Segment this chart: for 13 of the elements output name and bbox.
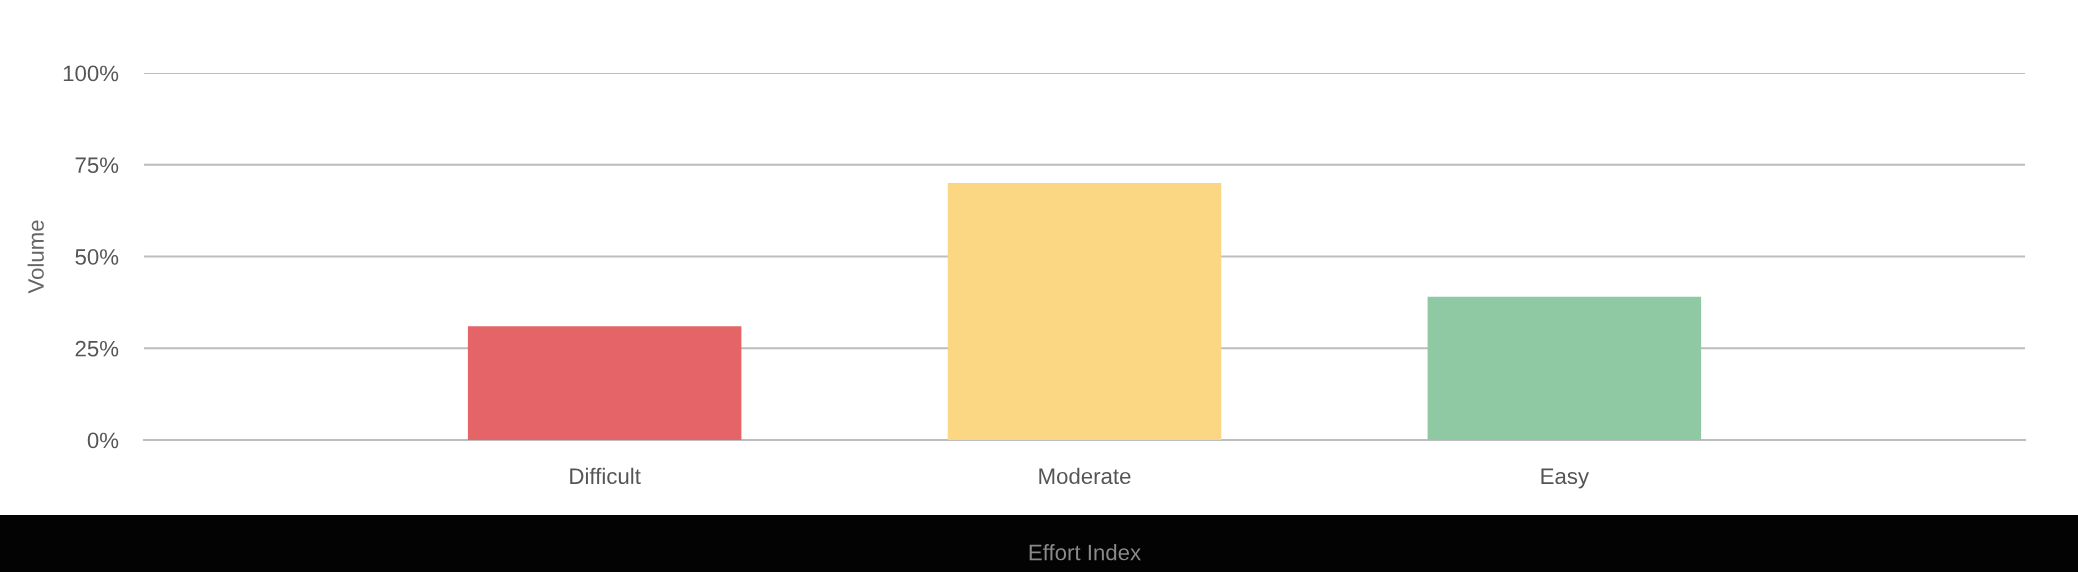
y-axis-title: Volume bbox=[27, 220, 44, 294]
x-tick-label: Easy bbox=[1541, 468, 1590, 489]
bar bbox=[1427, 296, 1702, 440]
bar bbox=[947, 183, 1222, 440]
y-tick-label: 75% bbox=[75, 157, 119, 174]
y-tick-label: 0% bbox=[87, 432, 119, 449]
y-tick-label: 100% bbox=[63, 65, 119, 82]
bar bbox=[467, 326, 742, 440]
x-axis-title: Effort Index bbox=[1029, 544, 1141, 561]
x-tick-label: Moderate bbox=[1039, 467, 1131, 485]
y-tick-label: 50% bbox=[75, 249, 119, 265]
x-tick-label: Difficult bbox=[570, 467, 641, 485]
y-tick-label: 25% bbox=[75, 340, 119, 357]
